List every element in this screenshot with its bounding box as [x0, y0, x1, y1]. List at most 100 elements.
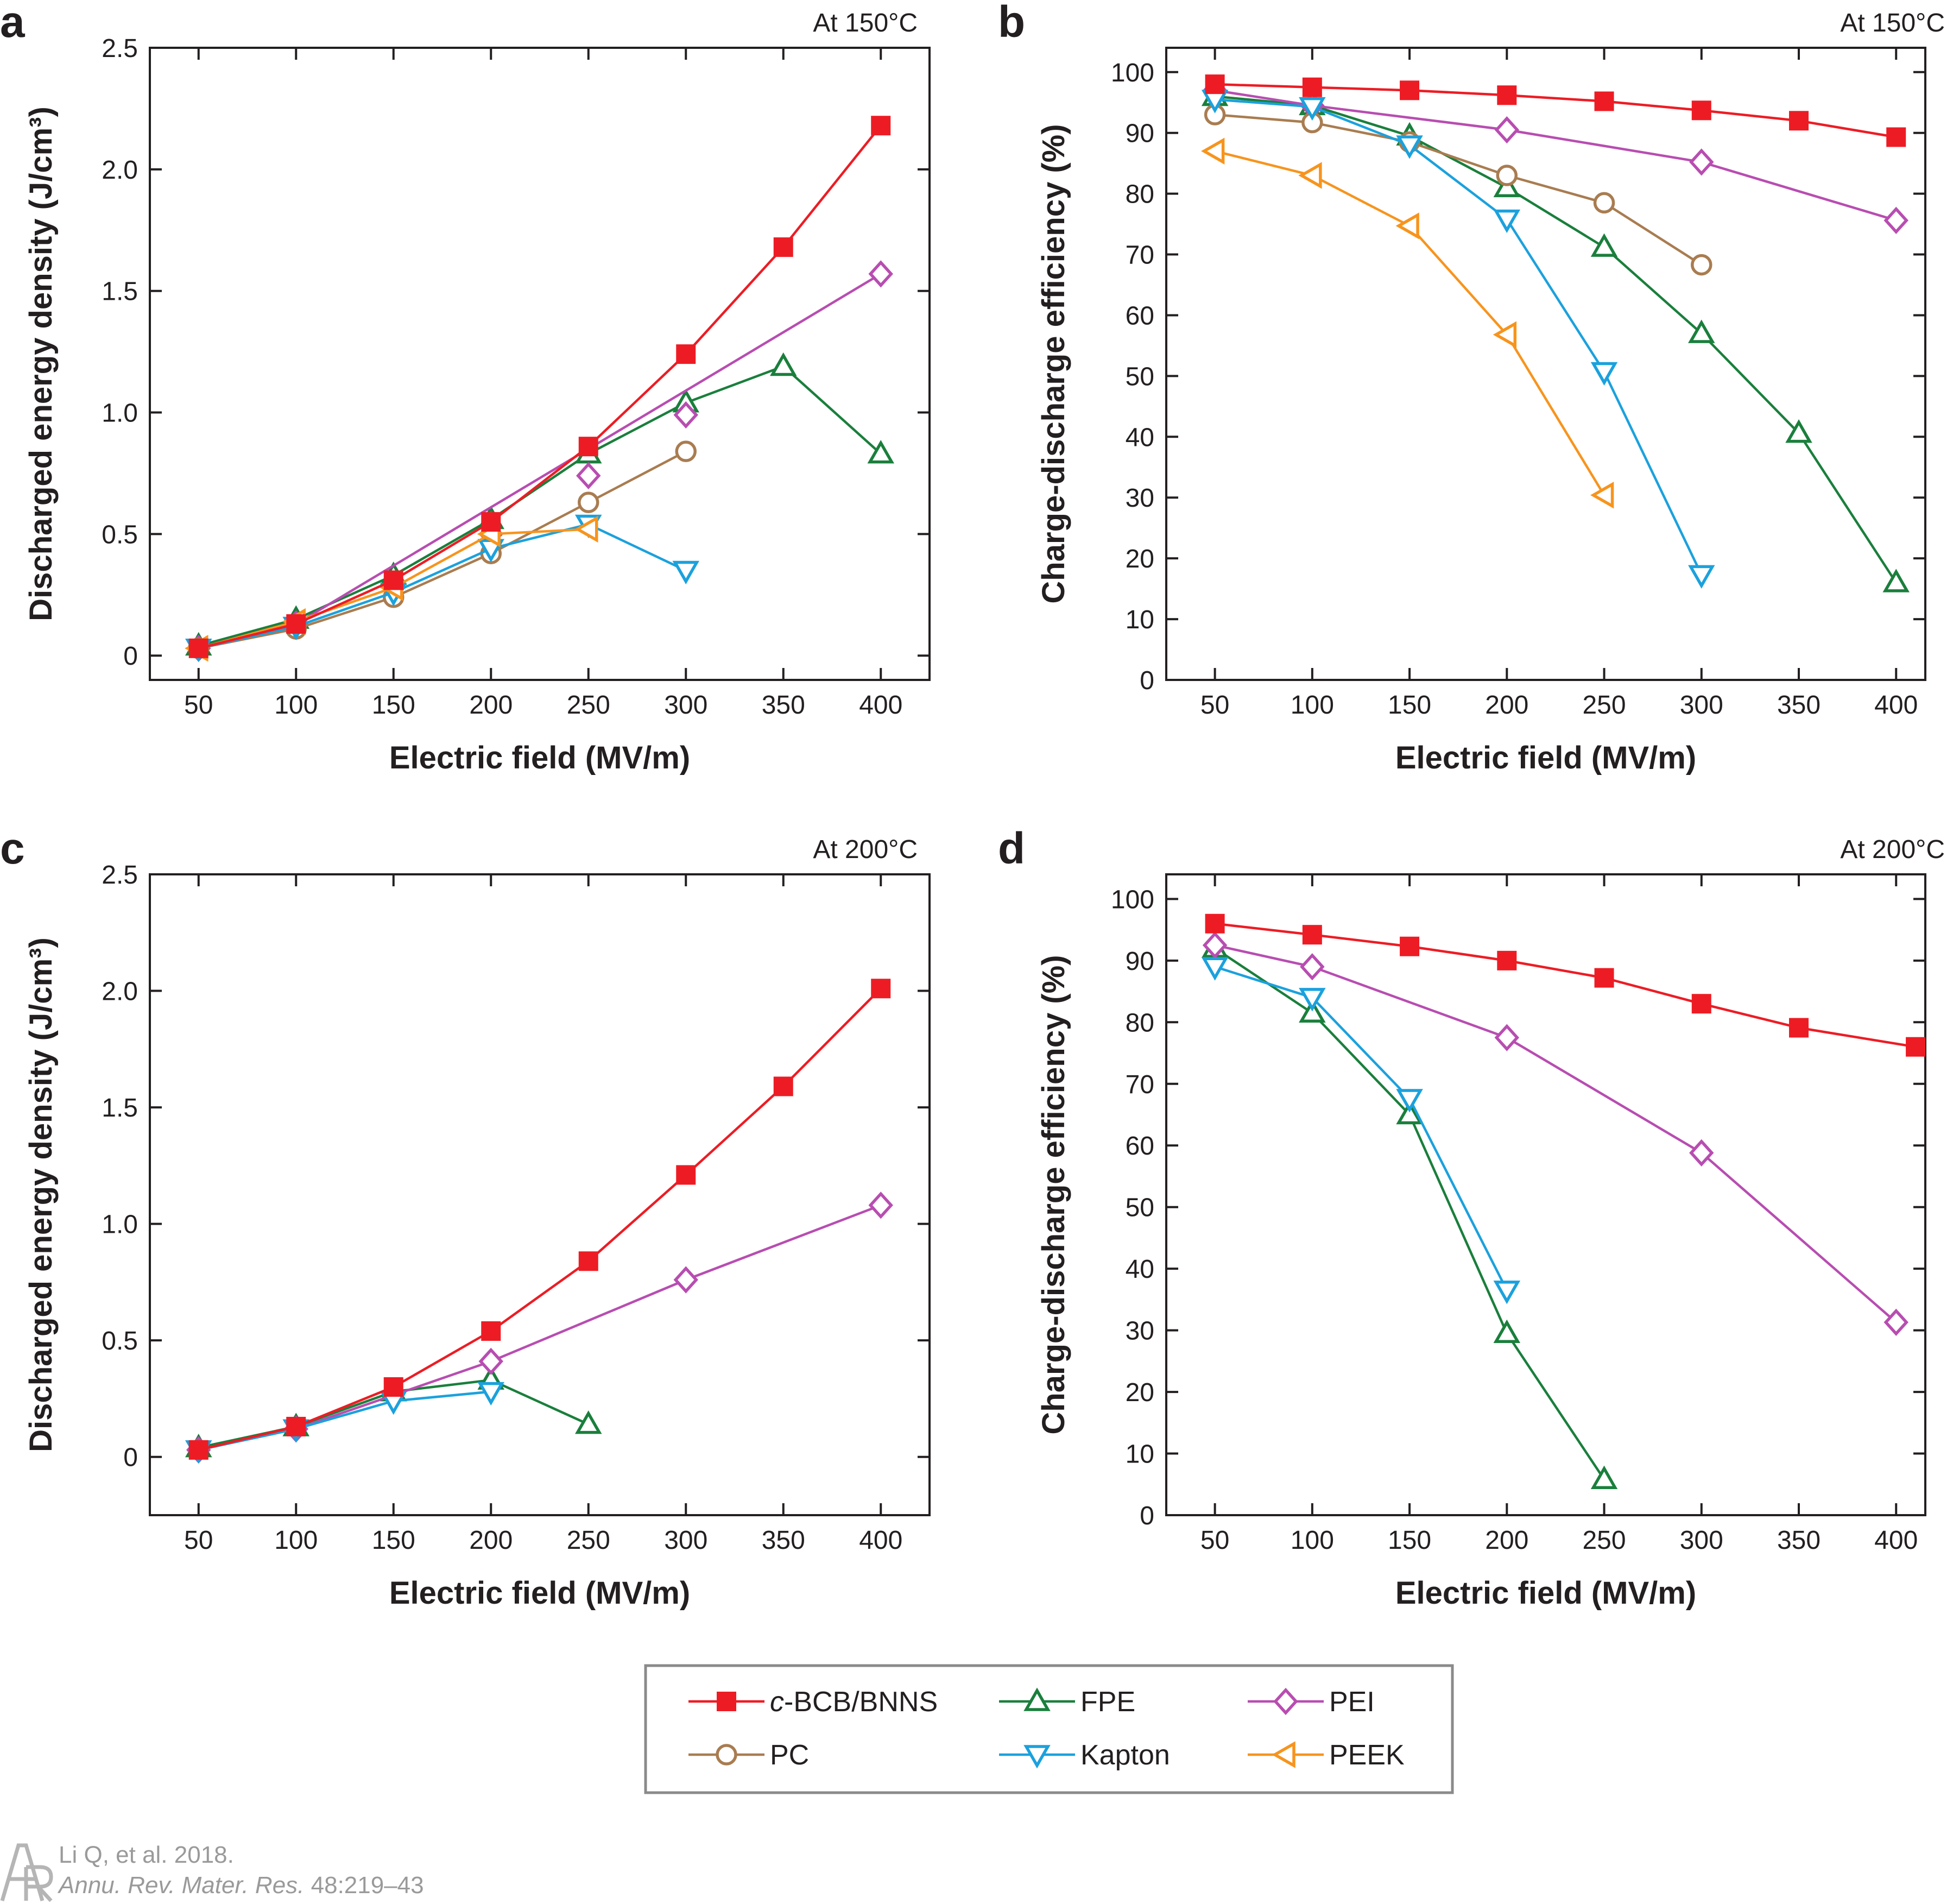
data-point: [676, 344, 696, 364]
series-c-bcb-bnns: [188, 116, 891, 658]
data-point: [1906, 1037, 1926, 1057]
legend-item-pei: PEI: [1248, 1686, 1375, 1718]
y-tick-label: 0: [1140, 1502, 1154, 1530]
data-point: [1497, 950, 1517, 970]
y-tick-label: 70: [1126, 1070, 1154, 1099]
data-point: [1493, 209, 1521, 234]
legend-label-text: PEI: [1329, 1686, 1375, 1718]
legend-label-text: Kapton: [1080, 1739, 1170, 1771]
data-point: [578, 1251, 598, 1271]
data-point: [773, 1076, 793, 1096]
data-point: [871, 979, 891, 999]
x-tick-label: 350: [1777, 1526, 1821, 1555]
y-axis-title: Charge-discharge efficiency (%): [1036, 955, 1071, 1434]
data-point: [1201, 957, 1229, 981]
y-tick-label: 50: [1126, 362, 1154, 391]
y-tick-label: 10: [1126, 1440, 1154, 1469]
series-fpe: [185, 352, 894, 656]
data-point: [676, 1165, 696, 1185]
x-tick-label: 350: [1777, 691, 1821, 720]
panel-c: 50 100 150 200 250 300 350 400 0 0.5 1.0 1.5 2.0 2.5 E…: [0, 824, 931, 1611]
y-tick-label: 20: [1126, 1378, 1154, 1407]
y-tick-label: 70: [1126, 241, 1154, 270]
x-tick-label: 100: [1291, 691, 1334, 720]
series-kapton: [185, 1382, 504, 1464]
x-axis-title: Electric field (MV/m): [389, 1575, 690, 1611]
legend: c-BCB/BNNS FPE PEI PC Kapton PEEK: [644, 1664, 1454, 1794]
data-point: [1400, 936, 1420, 956]
temperature-annotation: At 150°C: [1840, 9, 1945, 37]
x-tick-label: 150: [372, 1526, 415, 1555]
y-tick-label: 40: [1126, 1255, 1154, 1284]
y-tick-label: 1.5: [102, 278, 138, 306]
data-point: [1496, 165, 1518, 186]
legend-marker: [1272, 1741, 1295, 1768]
x-tick-label: 200: [469, 691, 513, 720]
x-tick-label: 300: [1680, 691, 1723, 720]
y-tick-label: 2.5: [102, 34, 138, 63]
x-tick-label: 400: [859, 691, 902, 720]
y-axis-title: Discharged energy density (J/cm³): [23, 937, 59, 1452]
x-tick-label: 250: [567, 691, 610, 720]
series-line: [198, 523, 687, 650]
data-point: [578, 437, 598, 457]
data-point: [1494, 1024, 1520, 1051]
data-point: [574, 515, 598, 543]
legend-marker: [1273, 1687, 1298, 1716]
legend-label-text: PC: [770, 1739, 809, 1771]
legend-label-text: FPE: [1080, 1686, 1135, 1718]
data-point: [1785, 419, 1812, 443]
x-tick-label: 350: [762, 691, 805, 720]
data-point: [672, 560, 699, 585]
x-tick-label: 300: [664, 1526, 707, 1555]
legend-label: Kapton: [1080, 1739, 1170, 1771]
legend-item-kapton: Kapton: [999, 1739, 1170, 1771]
data-point: [1202, 931, 1228, 959]
data-point: [575, 1410, 602, 1434]
x-tick-label: 400: [1874, 1526, 1918, 1555]
legend-label: PC: [770, 1739, 809, 1771]
legend-label: FPE: [1080, 1686, 1135, 1718]
data-point: [1493, 1281, 1521, 1304]
x-tick-label: 300: [664, 691, 707, 720]
temperature-annotation: At 200°C: [1840, 835, 1945, 864]
data-point: [477, 1382, 504, 1406]
data-point: [1400, 80, 1420, 100]
data-point: [1493, 321, 1517, 349]
series-line: [198, 1204, 882, 1452]
plot-frame: [149, 873, 931, 1516]
data-point: [675, 440, 697, 462]
series-c-bcb-bnns: [1205, 913, 1926, 1057]
x-tick-label: 200: [1485, 691, 1528, 720]
x-tick-label: 150: [1388, 1526, 1431, 1555]
data-point: [286, 614, 306, 634]
y-tick-label: 40: [1126, 423, 1154, 452]
data-point: [1691, 994, 1711, 1014]
data-point: [1688, 565, 1715, 589]
data-point: [481, 512, 501, 532]
series-line: [198, 273, 882, 650]
legend-item-peek: PEEK: [1248, 1739, 1405, 1771]
citation-pages: 48:219–43: [304, 1872, 424, 1899]
data-point: [871, 116, 891, 136]
series-line: [198, 1390, 491, 1452]
x-tick-label: 50: [184, 1526, 213, 1555]
x-tick-label: 150: [1388, 691, 1431, 720]
plot-frame: [1165, 873, 1926, 1516]
x-tick-label: 50: [1200, 1526, 1229, 1555]
series-kapton: [1201, 957, 1521, 1304]
data-point: [1590, 233, 1618, 257]
x-tick-label: 400: [1874, 691, 1918, 720]
legend-marker: [717, 1692, 736, 1711]
y-tick-label: 2.5: [102, 861, 138, 890]
series-pei: [1202, 931, 1908, 1336]
legend-label: PEEK: [1329, 1739, 1405, 1771]
data-point: [383, 570, 403, 590]
y-tick-label: 60: [1126, 1132, 1154, 1161]
legend-label-prefix: c: [770, 1686, 784, 1718]
legend-items: c-BCB/BNNS FPE PEI PC Kapton PEEK: [688, 1686, 1405, 1771]
data-point: [673, 1266, 698, 1294]
y-axis-title: Discharged energy density (J/cm³): [23, 106, 59, 621]
panel-letter: d: [998, 824, 1025, 873]
series-line: [198, 365, 882, 647]
